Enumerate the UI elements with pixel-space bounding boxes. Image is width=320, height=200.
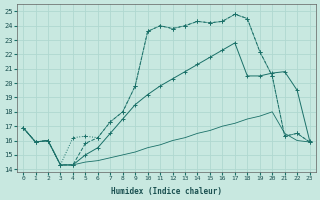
X-axis label: Humidex (Indice chaleur): Humidex (Indice chaleur) bbox=[111, 187, 222, 196]
